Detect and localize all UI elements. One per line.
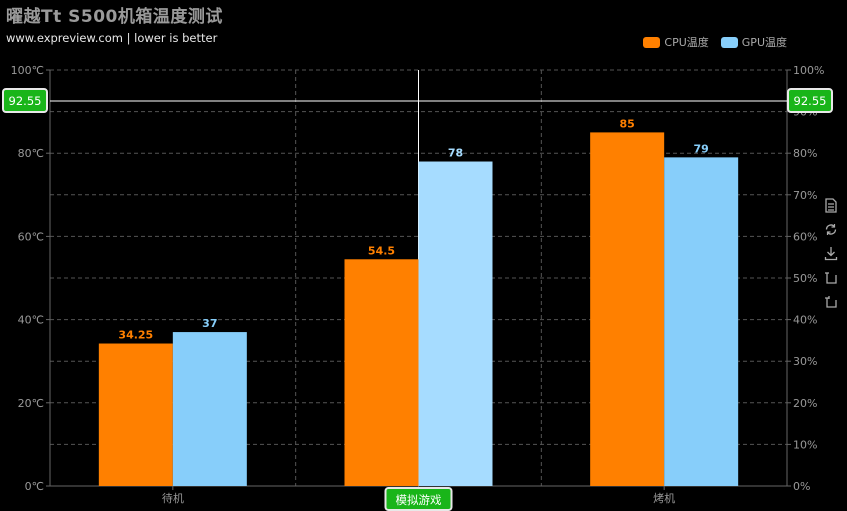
pointer-value-badge-left: 92.55: [2, 87, 48, 113]
bar-gpu[interactable]: [664, 157, 739, 487]
bar-cpu[interactable]: [98, 343, 173, 486]
stack-switch-icon[interactable]: [824, 294, 842, 311]
legend-item-gpu[interactable]: GPU温度: [720, 34, 787, 50]
y-tick-label-right: 60%: [793, 230, 817, 243]
y-tick-label-left: 100℃: [11, 64, 44, 77]
y-tick-label-left: 60℃: [18, 230, 44, 243]
data-view-icon[interactable]: [824, 198, 842, 215]
pointer-category-badge-text: 模拟游戏: [396, 493, 442, 507]
bar-gpu[interactable]: [418, 161, 493, 486]
data-label-cpu: 85: [620, 117, 635, 130]
data-label-gpu: 78: [448, 147, 463, 160]
legend-label-gpu: GPU温度: [741, 36, 787, 49]
save-image-icon[interactable]: [824, 246, 842, 263]
data-label-gpu: 79: [694, 142, 709, 155]
toolbox: [824, 198, 842, 311]
legend: CPU温度 GPU温度: [643, 34, 787, 50]
legend-swatch-gpu: [720, 36, 738, 48]
bar-cpu[interactable]: [344, 259, 419, 486]
y-tick-label-right: 10%: [793, 438, 817, 451]
pointer-badge-bg: [2, 87, 48, 113]
data-label-cpu: 54.5: [368, 244, 395, 257]
bar-switch-icon[interactable]: [824, 270, 842, 287]
bar-cpu[interactable]: [590, 132, 665, 486]
y-tick-label-left: 40℃: [18, 314, 44, 327]
legend-item-cpu[interactable]: CPU温度: [643, 34, 709, 50]
legend-label-cpu: CPU温度: [664, 36, 709, 49]
pointer-badge-text: 92.55: [794, 94, 827, 108]
y-tick-label-right: 0%: [793, 480, 810, 493]
y-tick-label-left: 0℃: [25, 480, 44, 493]
x-tick-label: 待机: [162, 491, 184, 505]
pointer-value-badge-right: 92.55: [787, 87, 833, 113]
y-tick-label-right: 50%: [793, 272, 817, 285]
x-tick-label: 烤机: [653, 491, 675, 505]
bar-gpu[interactable]: [172, 332, 247, 486]
pointer-badge-bg: [787, 87, 833, 113]
y-tick-label-left: 80℃: [18, 147, 44, 160]
y-tick-label-right: 20%: [793, 397, 817, 410]
data-label-cpu: 34.25: [118, 329, 153, 342]
chart-subtitle: www.expreview.com | lower is better: [6, 31, 218, 45]
restore-icon[interactable]: [824, 222, 842, 239]
y-tick-label-right: 40%: [793, 314, 817, 327]
chart-title: 曜越Tt S500机箱温度测试: [6, 7, 223, 27]
pointer-badge-text: 92.55: [9, 94, 42, 108]
y-tick-label-right: 30%: [793, 355, 817, 368]
pointer-category-badge: [384, 487, 453, 511]
data-label-gpu: 37: [202, 317, 217, 330]
y-tick-label-right: 70%: [793, 189, 817, 202]
legend-swatch-cpu: [643, 36, 661, 48]
y-tick-label-right: 100%: [793, 64, 824, 77]
y-tick-label-right: 80%: [793, 147, 817, 160]
y-tick-label-left: 20℃: [18, 397, 44, 410]
